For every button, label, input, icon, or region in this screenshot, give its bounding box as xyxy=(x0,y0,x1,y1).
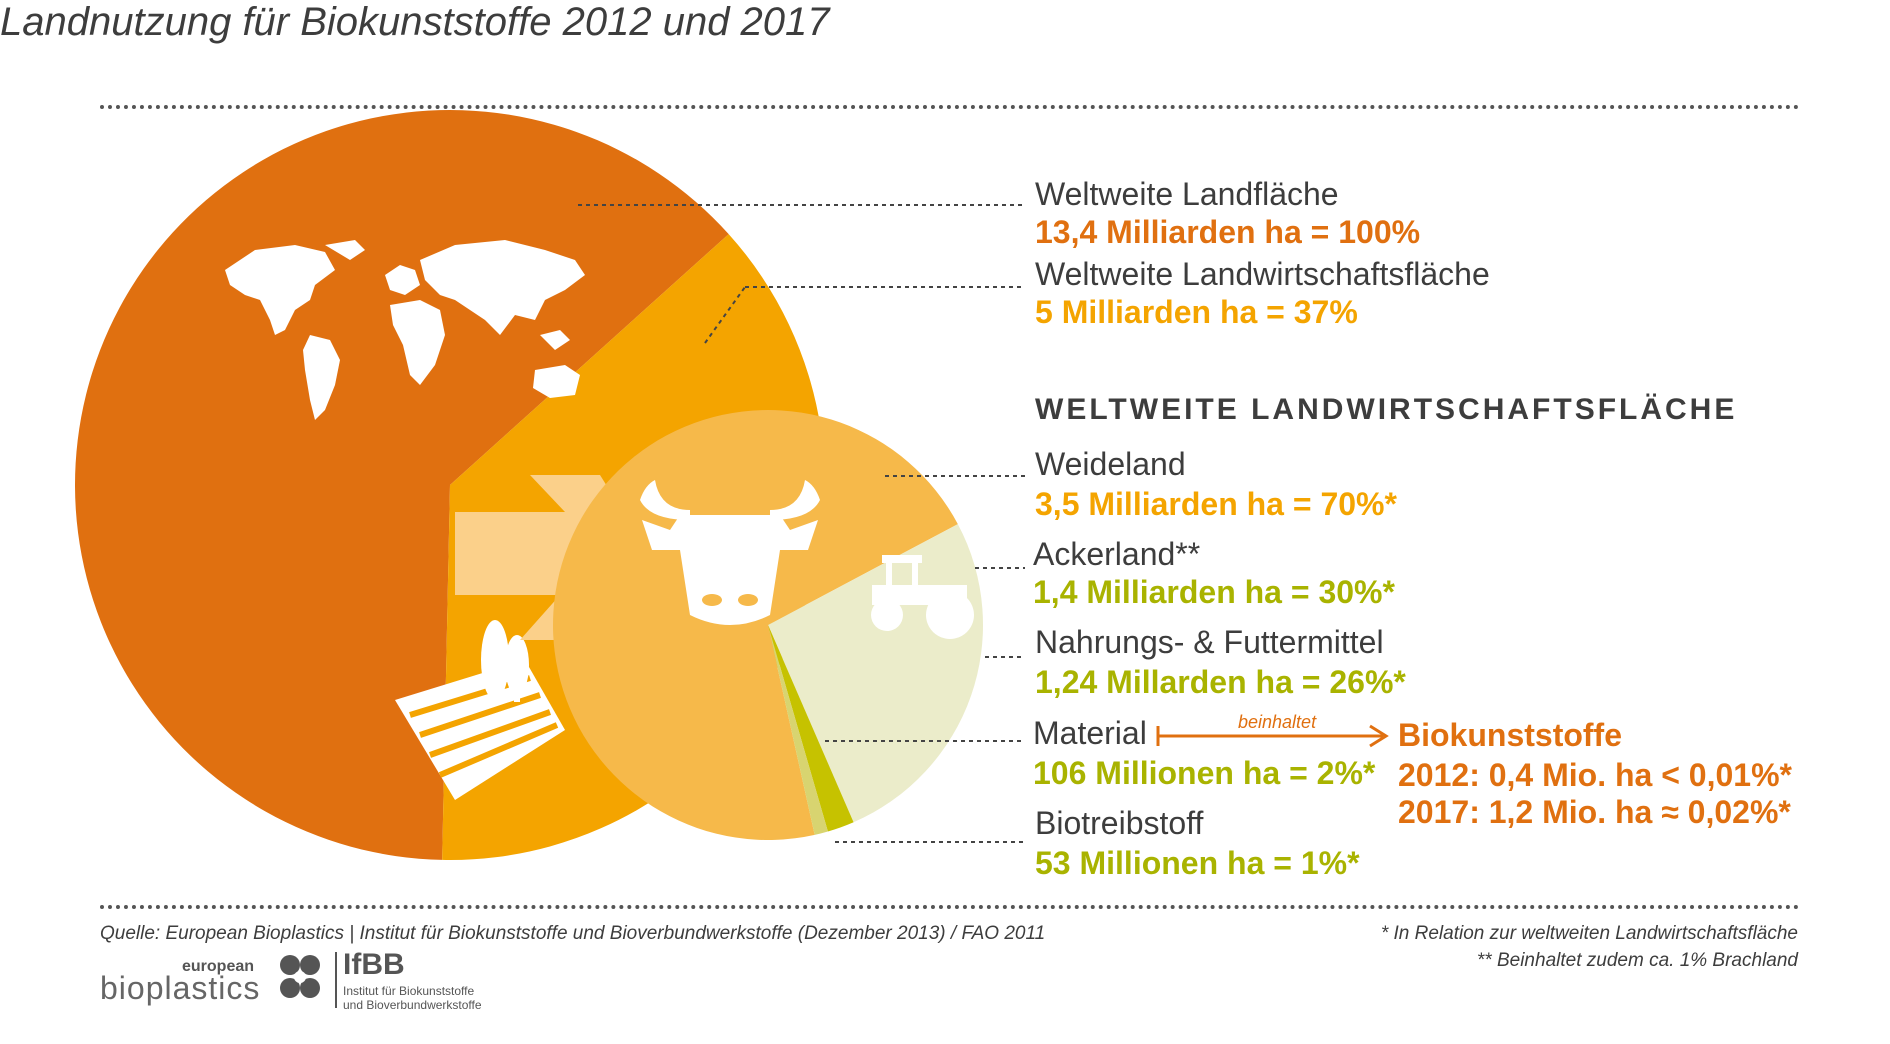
material-label: Material xyxy=(1033,715,1147,751)
pasture-value: 3,5 Milliarden ha = 70%* xyxy=(1035,486,1397,522)
leader-lines xyxy=(578,204,1025,843)
slice-biofuel xyxy=(768,625,828,835)
food-label: Nahrungs- & Futtermittel xyxy=(1035,624,1384,660)
footnote-2: ** Beinhaltet zudem ca. 1% Brachland xyxy=(1476,950,1798,971)
source-note: Quelle: European Bioplastics | Institut … xyxy=(100,923,1046,944)
pasture-label: Weideland xyxy=(1035,446,1186,482)
slice-material xyxy=(768,625,854,832)
ifbb-sub1: Institut für Biokunststoffe xyxy=(343,984,475,998)
footnote-1: * In Relation zur weltweiten Landwirtsch… xyxy=(1380,923,1798,944)
biofuel-label: Biotreibstoff xyxy=(1035,805,1204,841)
agri-pie xyxy=(553,409,983,840)
cow-icon xyxy=(640,480,820,625)
ifbb-logo: IfBB Institut für Biokunststoffe und Bio… xyxy=(270,948,482,1015)
slice-pasture xyxy=(553,409,958,840)
ifbb-divider xyxy=(335,952,337,1008)
field-trees-icon xyxy=(395,620,565,800)
bioplastics-2017: 2017: 1,2 Mio. ha ≈ 0,02%* xyxy=(1398,794,1791,830)
agri-land-label: Weltweite Landwirtschaftsfläche xyxy=(1035,256,1490,292)
bioplastics-2012: 2012: 0,4 Mio. ha < 0,01%* xyxy=(1398,757,1792,793)
contains-arrow xyxy=(1156,724,1389,748)
top-divider xyxy=(100,105,1800,109)
slice-world-land xyxy=(75,110,729,860)
tractor-icon xyxy=(871,555,974,639)
bioplastics-label: Biokunststoffe xyxy=(1398,717,1622,753)
biofuel-value: 53 Millionen ha = 1%* xyxy=(1035,845,1360,881)
logo-main-text: bioplastics xyxy=(100,970,261,1006)
world-map-icon xyxy=(225,240,585,420)
page-title: Landnutzung für Biokunststoffe 2012 und … xyxy=(0,0,830,44)
arable-value: 1,4 Milliarden ha = 30%* xyxy=(1033,574,1395,610)
agri-land-value: 5 Milliarden ha = 37% xyxy=(1035,294,1358,330)
ifbb-name: IfBB xyxy=(343,948,405,981)
world-land-value: 13,4 Milliarden ha = 100% xyxy=(1035,214,1421,250)
bottom-divider xyxy=(100,905,1800,909)
material-value: 106 Millionen ha = 2%* xyxy=(1033,755,1376,791)
arable-label: Ackerland** xyxy=(1033,536,1201,572)
logo-small-text: european xyxy=(182,958,255,975)
world-land-label: Weltweite Landfläche xyxy=(1035,176,1339,212)
food-value: 1,24 Millarden ha = 26%* xyxy=(1035,664,1406,700)
contains-label: beinhaltet xyxy=(1238,712,1317,732)
section-heading: WELTWEITE LANDWIRTSCHAFTSFLÄCHE xyxy=(1035,393,1738,426)
ifbb-emblem-icon xyxy=(280,955,320,998)
ifbb-sub2: und Bioverbundwerkstoffe xyxy=(343,998,482,1012)
